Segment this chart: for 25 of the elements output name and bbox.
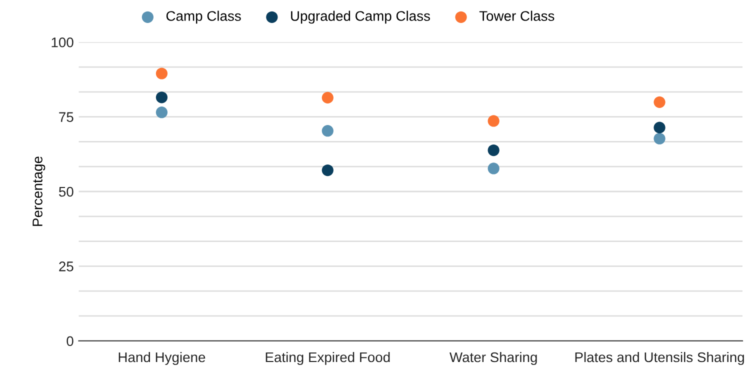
y-tick-label: 100 xyxy=(52,37,74,48)
x-tick-label: Eating Expired Food xyxy=(266,352,390,365)
legend-label: Camp Class xyxy=(166,10,241,24)
legend-label: Tower Class xyxy=(479,10,554,21)
point xyxy=(322,92,334,104)
point xyxy=(322,164,334,176)
x-tick-label: Hand Hygiene xyxy=(118,352,206,365)
point xyxy=(322,125,334,137)
x-tick-label: Water Sharing xyxy=(450,352,537,365)
point xyxy=(654,122,666,134)
y-tick-label: 75 xyxy=(59,112,74,122)
point xyxy=(488,144,500,156)
point xyxy=(156,92,168,104)
point xyxy=(488,162,500,174)
y-tick-label: 25 xyxy=(59,262,74,272)
y-tick-label: 0 xyxy=(66,336,74,346)
point xyxy=(654,96,666,108)
point xyxy=(488,115,500,127)
y-tick-label: 50 xyxy=(58,186,74,197)
point xyxy=(654,132,666,144)
point xyxy=(156,106,168,118)
x-tick-label: Plates and Utensils Sharing xyxy=(575,352,744,365)
legend-label: Upgraded Camp Class xyxy=(291,10,430,24)
point xyxy=(156,68,168,80)
y-axis-title: Percentage xyxy=(32,156,46,226)
